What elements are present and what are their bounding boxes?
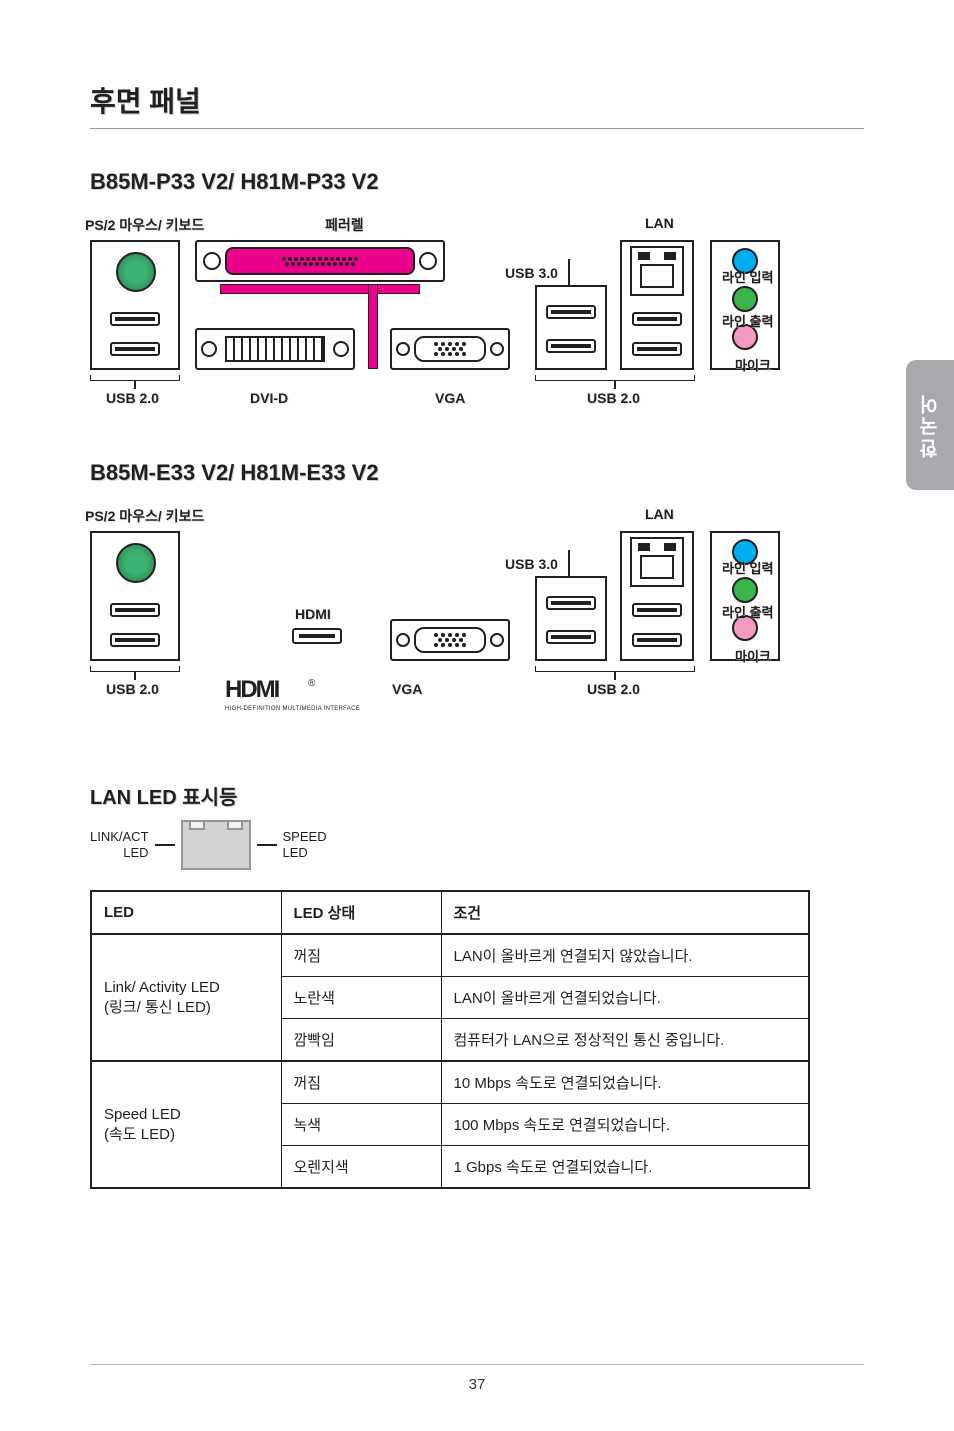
magenta-connector (220, 284, 420, 294)
td-led: Speed LED (속도 LED) (91, 1061, 281, 1188)
magenta-connector (368, 284, 378, 369)
label-ps2: PS/2 마우스/ 키보드 (85, 506, 204, 526)
page-number: 37 (0, 1376, 954, 1393)
page-content: 후면 패널 B85M-P33 V2/ H81M-P33 V2 PS/2 마우스/… (0, 0, 954, 1229)
td-state: 노란색 (281, 977, 441, 1019)
usb3-slot (546, 339, 596, 353)
td-state: 오렌지색 (281, 1146, 441, 1189)
linkact-label: LINK/ACT LED (90, 829, 149, 860)
footer-divider (90, 1364, 864, 1365)
usb2-slot (632, 633, 682, 647)
panel1-title: B85M-P33 V2/ H81M-P33 V2 (90, 169, 864, 195)
label-vga: VGA (392, 681, 422, 697)
lan-led-indicator: LINK/ACT LED SPEED LED (90, 820, 864, 870)
label-usb30: USB 3.0 (505, 265, 558, 281)
lanled-title: LAN LED 표시등 (90, 781, 864, 810)
page-title: 후면 패널 (90, 80, 864, 129)
vga-port (390, 619, 510, 661)
td-cond: LAN이 올바르게 연결되지 않았습니다. (441, 934, 809, 977)
th-state: LED 상태 (281, 891, 441, 934)
audio-stack (710, 240, 780, 370)
td-state: 꺼짐 (281, 934, 441, 977)
usb2-slot (110, 603, 160, 617)
audio-stack (710, 531, 780, 661)
label-usb20: USB 2.0 (587, 390, 640, 406)
label-mic: 마이크 (735, 646, 771, 665)
label-usb30: USB 3.0 (505, 556, 558, 572)
ps2-port (116, 543, 156, 583)
panel2-diagram: PS/2 마우스/ 키보드 LAN HDMI USB 3.0 (90, 506, 810, 726)
label-lan: LAN (645, 215, 674, 231)
label-usb20: USB 2.0 (106, 681, 159, 697)
td-cond: 컴퓨터가 LAN으로 정상적인 통신 중입니다. (441, 1019, 809, 1062)
hdmi-sublabel: HIGH-DEFINITION MULTIMEDIA INTERFACE (225, 706, 360, 712)
label-line-out: 라인 출력 (722, 602, 773, 621)
label-line-in: 라인 입력 (722, 267, 773, 286)
speed-label: SPEED LED (283, 829, 327, 860)
label-hdmi: HDMI (295, 606, 331, 622)
usb3-slot (546, 630, 596, 644)
td-state: 깜빡임 (281, 1019, 441, 1062)
td-cond: LAN이 올바르게 연결되었습니다. (441, 977, 809, 1019)
hdmi-port (292, 628, 342, 644)
label-dvid: DVI-D (250, 390, 288, 406)
label-usb20: USB 2.0 (587, 681, 640, 697)
usb2-slot (110, 312, 160, 326)
label-line-in: 라인 입력 (722, 558, 773, 577)
lan-port (630, 537, 684, 587)
label-parallel: 페러렐 (325, 215, 364, 235)
vga-port (390, 328, 510, 370)
td-cond: 10 Mbps 속도로 연결되었습니다. (441, 1061, 809, 1104)
ps2-port (116, 252, 156, 292)
th-cond: 조건 (441, 891, 809, 934)
th-led: LED (91, 891, 281, 934)
td-cond: 100 Mbps 속도로 연결되었습니다. (441, 1104, 809, 1146)
td-led: Link/ Activity LED (링크/ 통신 LED) (91, 934, 281, 1061)
hdmi-logo: HDMI (225, 676, 278, 704)
label-ps2: PS/2 마우스/ 키보드 (85, 215, 204, 235)
usb2-slot (632, 312, 682, 326)
rj45-icon (181, 820, 251, 870)
td-state: 녹색 (281, 1104, 441, 1146)
td-state: 꺼짐 (281, 1061, 441, 1104)
label-lan: LAN (645, 506, 674, 522)
dvi-port (195, 328, 355, 370)
label-line-out: 라인 출력 (722, 311, 773, 330)
lan-port (630, 246, 684, 296)
td-cond: 1 Gbps 속도로 연결되었습니다. (441, 1146, 809, 1189)
parallel-port (195, 240, 445, 282)
panel1-diagram: PS/2 마우스/ 키보드 페러렐 LAN (90, 215, 810, 405)
usb3-slot (546, 305, 596, 319)
label-usb20: USB 2.0 (106, 390, 159, 406)
usb2-slot (632, 603, 682, 617)
label-vga: VGA (435, 390, 465, 406)
usb2-slot (110, 633, 160, 647)
label-mic: 마이크 (735, 355, 771, 374)
panel2-title: B85M-E33 V2/ H81M-E33 V2 (90, 460, 864, 486)
usb3-slot (546, 596, 596, 610)
line-out-jack (732, 577, 758, 603)
line-out-jack (732, 286, 758, 312)
usb2-slot (632, 342, 682, 356)
usb2-slot (110, 342, 160, 356)
lan-led-table: LED LED 상태 조건 Link/ Activity LED (링크/ 통신… (90, 890, 810, 1189)
